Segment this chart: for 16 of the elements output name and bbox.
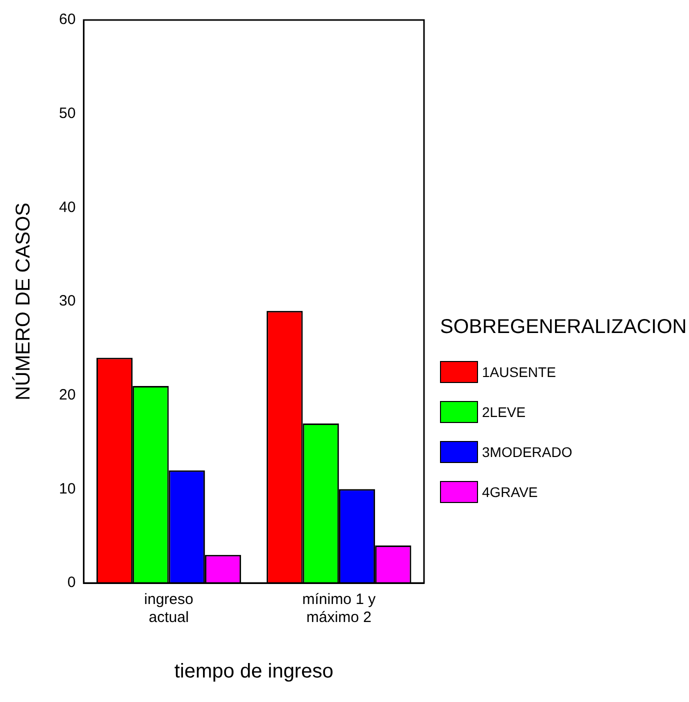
y-tick-label: 50 (58, 104, 76, 122)
y-tick-label: 0 (67, 574, 76, 592)
legend-label: 3MODERADO (482, 444, 572, 460)
legend-label: 4GRAVE (482, 484, 538, 500)
legend-label: 1AUSENTE (482, 364, 556, 380)
y-tick-label: 10 (58, 480, 76, 498)
x-tick-label: ingreso actual (144, 591, 194, 626)
legend-title: SOBREGENERALIZACION (440, 316, 687, 338)
legend-label: 2LEVE (482, 404, 526, 420)
y-tick-label: 30 (58, 292, 76, 310)
x-tick-label: mínimo 1 y máximo 2 (302, 591, 376, 626)
y-axis-title: NÚMERO DE CASOS (12, 202, 35, 400)
x-axis-title: tiempo de ingreso (174, 660, 334, 683)
y-tick-label: 40 (58, 198, 76, 216)
y-tick-label: 60 (58, 11, 76, 28)
y-tick-label: 20 (58, 386, 76, 404)
